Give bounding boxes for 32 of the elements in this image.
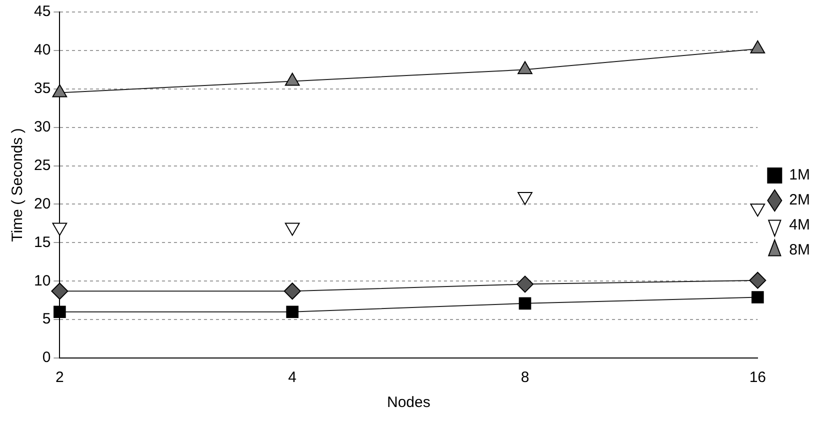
point: [51, 282, 68, 300]
legend-label: 2M: [789, 192, 810, 209]
x-axis-title: Nodes: [386, 394, 430, 412]
point: [749, 272, 766, 289]
point: [52, 84, 68, 98]
y-tick-label: 20: [34, 195, 51, 212]
legend-label: 1M: [789, 166, 810, 184]
point: [284, 72, 300, 86]
y-tick-label: 15: [34, 234, 51, 251]
y-tick-label: 40: [34, 42, 51, 59]
x-tick-label: 2: [56, 369, 64, 386]
x-tick-label: 8: [520, 369, 530, 386]
y-axis-title: Time ( Seconds ): [9, 128, 26, 242]
y-tick-label: 25: [34, 156, 51, 174]
x-tick-label: 16: [749, 369, 766, 386]
x-tick-label: 4: [288, 369, 297, 386]
point: [518, 297, 532, 310]
y-tick-label: 5: [42, 310, 51, 328]
point: [284, 282, 301, 300]
y-tick-label: 45: [34, 3, 51, 20]
point: [518, 61, 532, 74]
point: [286, 306, 298, 318]
y-tick-label: 0: [42, 349, 51, 366]
y-tick-label: 30: [34, 118, 51, 136]
y-tick-label: 10: [34, 272, 51, 290]
legend-label: 8M: [789, 242, 810, 259]
point: [516, 276, 534, 293]
y-tick-label: 35: [34, 80, 51, 98]
point: [54, 306, 66, 318]
point: [750, 40, 766, 54]
point: [752, 291, 764, 304]
legend-label: 4M: [789, 216, 810, 234]
